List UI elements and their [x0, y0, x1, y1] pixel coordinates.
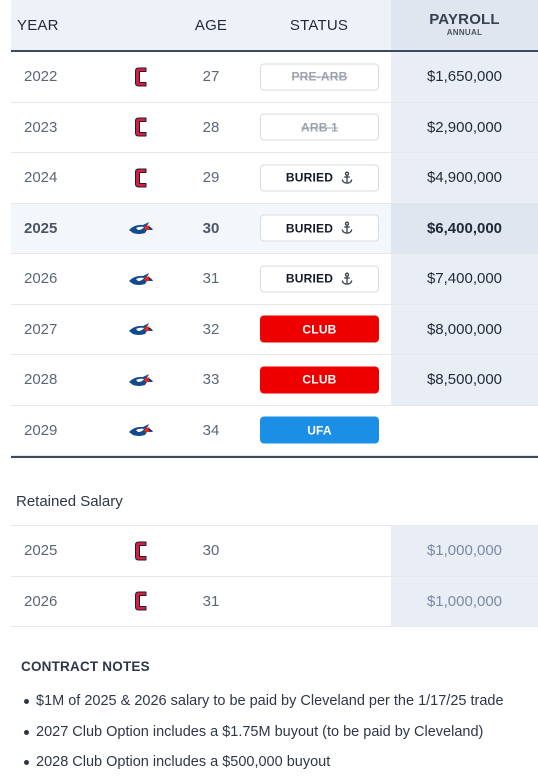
column-header-status[interactable]: STATUS — [289, 16, 349, 34]
row-age: 31 — [202, 592, 220, 610]
status-badge[interactable]: BURIED — [260, 265, 379, 293]
status-label: BURIED — [285, 221, 334, 236]
row-payroll: $8,500,000 — [391, 355, 538, 405]
column-header-payroll[interactable]: PAYROLL ANNUAL — [391, 0, 538, 50]
column-header-year[interactable]: YEAR — [17, 16, 59, 34]
table-header: YEAR AGE STATUS PAYROLL ANNUAL — [11, 0, 538, 52]
table-row[interactable]: 2029 34 UFA — [11, 406, 538, 456]
payroll-header-label: PAYROLL — [429, 11, 500, 28]
table-row[interactable]: 2024 29 BURIED $4,900,000 — [11, 153, 538, 204]
status-badge[interactable]: PRE-ARB — [260, 63, 379, 91]
row-age: 30 — [202, 219, 220, 237]
row-year: 2023 — [24, 118, 58, 136]
payroll-header-sublabel: ANNUAL — [446, 28, 483, 37]
cleveland-guardians-logo-icon[interactable] — [126, 65, 156, 89]
row-age: 29 — [202, 169, 220, 187]
status-label: BURIED — [285, 170, 334, 185]
contract-notes-title: CONTRACT NOTES — [21, 659, 150, 674]
row-payroll: $8,000,000 — [391, 304, 538, 354]
toronto-blue-jays-logo-icon[interactable] — [126, 216, 156, 240]
toronto-blue-jays-logo-icon[interactable] — [126, 368, 156, 392]
row-payroll: $4,900,000 — [391, 153, 538, 203]
row-payroll: $2,900,000 — [391, 102, 538, 152]
row-year: 2028 — [24, 371, 58, 389]
table-row[interactable]: 2023 28 ARB 1 $2,900,000 — [11, 102, 538, 153]
retained-salary-table: 2025 30 $1,000,000 2026 31 $1,000,000 — [11, 525, 538, 627]
status-badge[interactable]: BURIED — [260, 164, 379, 192]
cleveland-guardians-logo-icon[interactable] — [126, 589, 156, 613]
row-age: 30 — [202, 542, 220, 560]
status-label: CLUB — [302, 322, 337, 337]
row-payroll: $1,000,000 — [391, 526, 538, 576]
table-row[interactable]: 2025 30 BURIED $6,400,000 — [11, 203, 538, 254]
status-label: BURIED — [285, 271, 334, 286]
anchor-icon — [341, 221, 353, 235]
status-label: CLUB — [302, 372, 337, 387]
row-year: 2025 — [24, 219, 58, 237]
row-year: 2025 — [24, 542, 58, 560]
row-payroll: $6,400,000 — [391, 203, 538, 253]
row-age: 32 — [202, 320, 220, 338]
column-header-age[interactable]: AGE — [194, 16, 228, 34]
row-year: 2029 — [24, 421, 58, 439]
retained-row[interactable]: 2025 30 $1,000,000 — [11, 526, 538, 577]
row-year: 2027 — [24, 320, 58, 338]
row-year: 2022 — [24, 68, 58, 86]
contract-table: YEAR AGE STATUS PAYROLL ANNUAL 2022 27 PRE… — [11, 0, 538, 458]
table-row[interactable]: 2028 33 CLUB $8,500,000 — [11, 355, 538, 406]
row-payroll: $7,400,000 — [391, 254, 538, 304]
anchor-icon — [341, 171, 353, 184]
cleveland-guardians-logo-icon[interactable] — [126, 166, 156, 190]
row-payroll — [391, 406, 538, 456]
row-year: 2026 — [24, 270, 58, 288]
row-age: 28 — [202, 118, 220, 136]
anchor-icon — [341, 272, 353, 285]
retained-row[interactable]: 2026 31 $1,000,000 — [11, 576, 538, 627]
status-label: UFA — [307, 423, 332, 438]
table-row[interactable]: 2026 31 BURIED $7,400,000 — [11, 254, 538, 305]
contract-note-item: 2027 Club Option includes a $1.75M buyou… — [22, 721, 532, 752]
contract-rows: 2022 27 PRE-ARB $1,650,000 2023 28 ARB 1 $2,900… — [11, 52, 538, 456]
status-badge[interactable]: CLUB — [260, 366, 379, 394]
cleveland-guardians-logo-icon[interactable] — [126, 539, 156, 563]
toronto-blue-jays-logo-icon[interactable] — [126, 267, 156, 291]
cleveland-guardians-logo-icon[interactable] — [126, 115, 156, 139]
toronto-blue-jays-logo-icon[interactable] — [126, 418, 156, 442]
row-year: 2026 — [24, 592, 58, 610]
table-bottom-border — [11, 456, 538, 458]
status-label: ARB 1 — [300, 120, 338, 135]
status-badge[interactable]: UFA — [260, 416, 379, 444]
contract-note-item: 2028 Club Option includes a $500,000 buy… — [22, 751, 532, 782]
row-payroll: $1,650,000 — [391, 52, 538, 102]
row-age: 34 — [202, 421, 220, 439]
table-row[interactable]: 2027 32 CLUB $8,000,000 — [11, 304, 538, 355]
status-badge[interactable]: CLUB — [260, 315, 379, 343]
table-row[interactable]: 2022 27 PRE-ARB $1,650,000 — [11, 52, 538, 103]
row-age: 33 — [202, 371, 220, 389]
status-badge[interactable]: BURIED — [260, 214, 379, 242]
row-age: 31 — [202, 270, 220, 288]
row-age: 27 — [202, 68, 220, 86]
status-label: PRE-ARB — [291, 69, 348, 84]
toronto-blue-jays-logo-icon[interactable] — [126, 317, 156, 341]
row-payroll: $1,000,000 — [391, 576, 538, 626]
status-badge[interactable]: ARB 1 — [260, 113, 379, 141]
row-year: 2024 — [24, 169, 58, 187]
retained-salary-title: Retained Salary — [16, 493, 123, 510]
contract-note-item: $1M of 2025 & 2026 salary to be paid by … — [22, 690, 532, 721]
contract-notes-list: $1M of 2025 & 2026 salary to be paid by … — [22, 690, 532, 782]
